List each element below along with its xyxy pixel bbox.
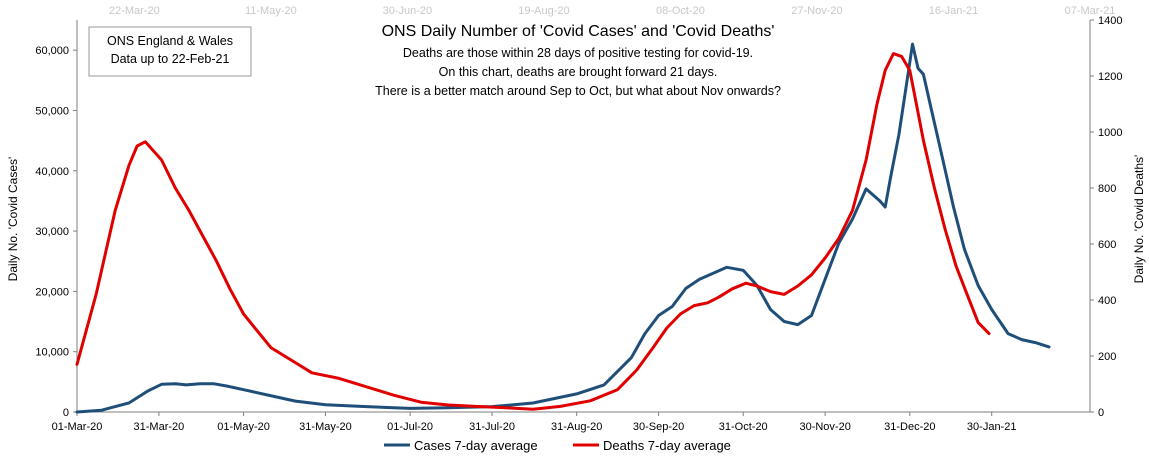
x-tick-top-3: 19-Aug-20	[518, 5, 569, 17]
chart-subtitle-line-3: There is a better match around Sep to Oc…	[375, 84, 781, 98]
y-left-tick-4: 40,000	[35, 166, 69, 178]
x-tick-3: 31-May-20	[299, 421, 352, 433]
y-left-tick-3: 30,000	[35, 226, 69, 238]
y-right-tick-0: 0	[1098, 407, 1104, 419]
x-tick-6: 31-Aug-20	[551, 421, 602, 433]
x-tick-4: 01-Jul-20	[387, 421, 433, 433]
legend-label-0: Cases 7-day average	[414, 438, 538, 453]
y-right-tick-6: 1200	[1098, 71, 1122, 83]
x-tick-1: 31-Mar-20	[134, 421, 185, 433]
x-tick-9: 30-Nov-20	[799, 421, 850, 433]
y-right-tick-2: 400	[1098, 295, 1116, 307]
x-tick-2: 01-May-20	[217, 421, 270, 433]
x-tick-top-5: 27-Nov-20	[791, 5, 842, 17]
y-right-tick-3: 600	[1098, 239, 1116, 251]
y-axis-left-label: Daily No. 'Covid Cases'	[6, 157, 20, 282]
x-tick-top-2: 30-Jun-20	[383, 5, 433, 17]
x-tick-top-1: 11-May-20	[245, 5, 297, 17]
y-left-tick-6: 60,000	[35, 45, 69, 57]
chart-subtitle-line-1: Deaths are those within 28 days of posit…	[403, 46, 753, 60]
y-right-tick-4: 800	[1098, 183, 1116, 195]
series-line-0	[75, 42, 1051, 414]
x-tick-11: 30-Jan-21	[967, 421, 1017, 433]
chart-title: ONS Daily Number of 'Covid Cases' and 'C…	[382, 23, 775, 40]
y-left-tick-5: 50,000	[35, 105, 69, 117]
series-line-1	[75, 52, 991, 411]
info-box	[88, 26, 252, 77]
legend-label-1: Deaths 7-day average	[603, 438, 731, 453]
x-tick-10: 31-Dec-20	[884, 421, 935, 433]
y-right-tick-1: 200	[1098, 351, 1116, 363]
info-box-line-2: Data up to 22-Feb-21	[111, 52, 230, 66]
chart-subtitle-line-2: On this chart, deaths are brought forwar…	[439, 65, 718, 79]
x-tick-5: 31-Jul-20	[469, 421, 515, 433]
y-right-tick-5: 1000	[1098, 127, 1122, 139]
x-tick-top-6: 16-Jan-21	[929, 5, 979, 17]
y-left-tick-2: 20,000	[35, 286, 69, 298]
y-left-tick-0: 0	[63, 407, 69, 419]
x-tick-top-7: 07-Mar-21	[1065, 5, 1116, 17]
x-tick-top-4: 08-Oct-20	[656, 5, 705, 17]
y-left-tick-1: 10,000	[35, 347, 69, 359]
y-axis-right-label: Daily No. 'Covid Deaths'	[1132, 155, 1146, 284]
x-tick-8: 31-Oct-20	[719, 421, 768, 433]
x-tick-top-0: 22-Mar-20	[109, 5, 160, 17]
x-tick-7: 30-Sep-20	[633, 421, 684, 433]
x-tick-0: 01-Mar-20	[52, 421, 103, 433]
y-right-tick-7: 1400	[1098, 15, 1122, 27]
info-box-line-1: ONS England & Wales	[107, 34, 233, 48]
